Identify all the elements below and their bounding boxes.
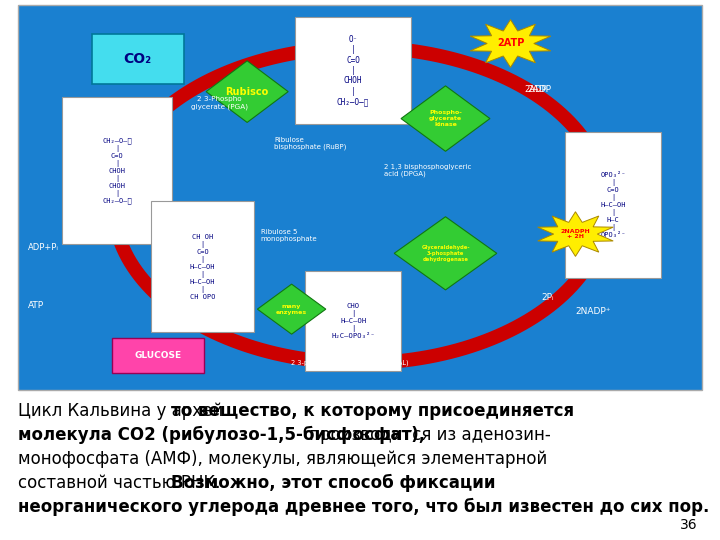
Text: Цикл Кальвина у архей: Цикл Кальвина у архей <box>18 402 228 420</box>
Text: 2 1,3 bisphosphoglyceric
acid (DPGA): 2 1,3 bisphosphoglyceric acid (DPGA) <box>384 164 472 177</box>
Text: OPO₃²⁻
|
C=O
|
H–C–OH
|
H–C
|
OPO₃²⁻: OPO₃²⁻ | C=O | H–C–OH | H–C | OPO₃²⁻ <box>600 172 626 238</box>
Bar <box>18 5 702 390</box>
Text: 2NADPH
+ 2H: 2NADPH + 2H <box>561 228 590 239</box>
FancyBboxPatch shape <box>305 271 401 371</box>
Text: 2ADP: 2ADP <box>524 85 546 94</box>
Text: ATP: ATP <box>28 301 45 310</box>
FancyBboxPatch shape <box>112 338 204 373</box>
Text: ADP+Pᵢ: ADP+Pᵢ <box>28 243 59 252</box>
Text: CO₂: CO₂ <box>124 52 152 66</box>
Text: CH OH
|
C=O
|
H–C–OH
|
H–C–OH
|
CH OPO: CH OH | C=O | H–C–OH | H–C–OH | CH OPO <box>190 234 215 300</box>
Polygon shape <box>538 212 613 256</box>
Text: неорганического углерода древнее того, что был известен до сих пор.: неорганического углерода древнее того, ч… <box>18 498 709 516</box>
Polygon shape <box>206 61 288 123</box>
Text: Ribulose
bisphosphate (RuBP): Ribulose bisphosphate (RuBP) <box>274 137 347 150</box>
Text: Phospho-
glycerate
kinase: Phospho- glycerate kinase <box>429 110 462 127</box>
Text: CHO
|
H–C–OH
|
H₂C–OPO₃²⁻: CHO | H–C–OH | H₂C–OPO₃²⁻ <box>331 303 375 339</box>
Text: то вещество, к которому присоединяется: то вещество, к которому присоединяется <box>171 402 575 420</box>
Polygon shape <box>401 86 490 151</box>
Text: 2NADP⁺: 2NADP⁺ <box>575 307 611 315</box>
Text: 2 3-phosphoglyceraldehyde (PGAL): 2 3-phosphoglyceraldehyde (PGAL) <box>291 360 408 366</box>
FancyBboxPatch shape <box>565 132 661 278</box>
Text: составной частью РНК.: составной частью РНК. <box>18 474 226 492</box>
Text: 2Pᵢ: 2Pᵢ <box>541 293 554 302</box>
Polygon shape <box>258 284 325 334</box>
Text: O⁻
|
C=O
|
CHOH
|
CH₂–O–Ⓟ: O⁻ | C=O | CHOH | CH₂–O–Ⓟ <box>337 35 369 106</box>
Text: Возможно, этот способ фиксации: Возможно, этот способ фиксации <box>171 474 495 492</box>
FancyBboxPatch shape <box>91 34 184 84</box>
Text: производится из аденозин-: производится из аденозин- <box>304 426 550 444</box>
Text: Rubisco: Rubisco <box>225 86 269 97</box>
Text: GLUCOSE: GLUCOSE <box>135 351 181 360</box>
Text: 2 3-Phospho
glycerate (PGA): 2 3-Phospho glycerate (PGA) <box>192 97 248 110</box>
FancyBboxPatch shape <box>63 97 172 244</box>
Text: 2ADP: 2ADP <box>528 85 552 94</box>
Text: монофосфата (АМФ), молекулы, являющейся элементарной: монофосфата (АМФ), молекулы, являющейся … <box>18 450 547 468</box>
Text: 2ATP: 2ATP <box>497 38 524 49</box>
FancyBboxPatch shape <box>151 201 254 332</box>
Text: Glyceraldehyde-
3-phosphate
dehydrogenase: Glyceraldehyde- 3-phosphate dehydrogenas… <box>421 245 469 261</box>
Polygon shape <box>395 217 497 290</box>
FancyBboxPatch shape <box>295 17 411 124</box>
Text: молекула CO2 (рибулозо-1,5-бисфосфат),: молекула CO2 (рибулозо-1,5-бисфосфат), <box>18 426 425 444</box>
Text: CH₂–O–Ⓟ
|
C=O
|
CHOH
|
CHOH
|
CH₂–O–Ⓟ: CH₂–O–Ⓟ | C=O | CHOH | CHOH | CH₂–O–Ⓟ <box>102 137 132 204</box>
Text: many
enzymes: many enzymes <box>276 303 307 314</box>
Text: Ribulose 5
monophosphate: Ribulose 5 monophosphate <box>261 230 318 242</box>
Text: 36: 36 <box>680 518 698 532</box>
Polygon shape <box>470 19 551 68</box>
